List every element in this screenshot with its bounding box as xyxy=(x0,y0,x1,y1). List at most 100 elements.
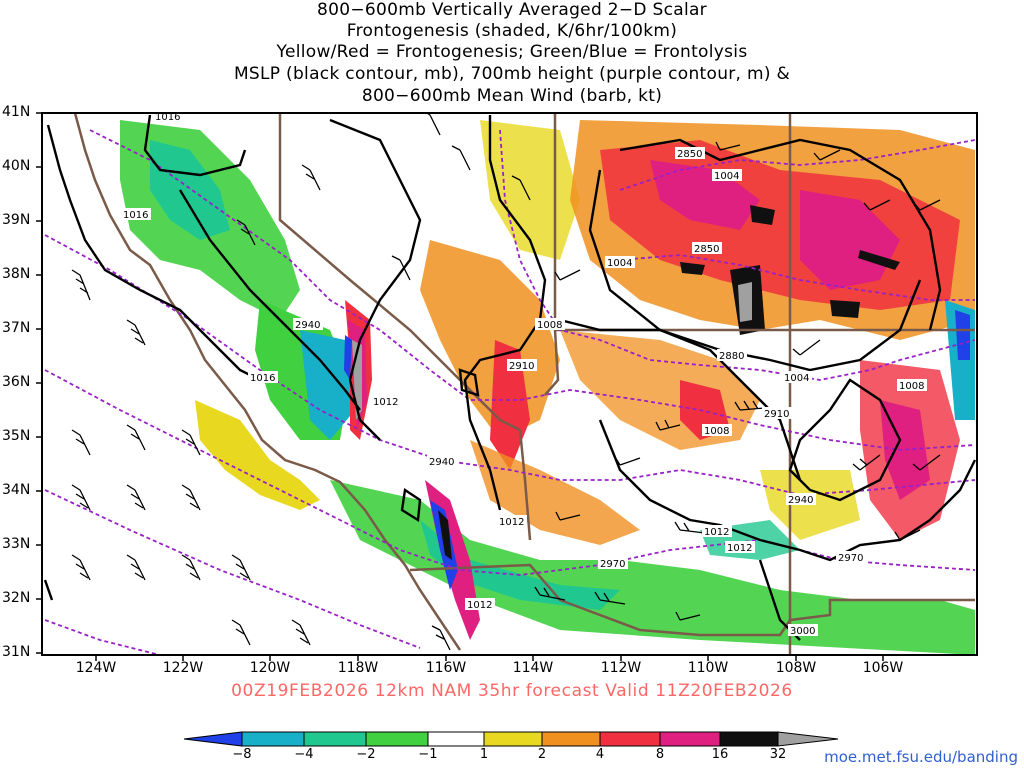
forecast-valid-time: 00Z19FEB2026 12km NAM 35hr forecast Vali… xyxy=(231,681,793,701)
height-label-text: 2970 xyxy=(838,553,863,564)
colorbar-tick: 2 xyxy=(537,747,547,762)
mslp-label: 1012 xyxy=(702,525,732,538)
lat-label: 31N xyxy=(2,644,31,660)
mslp-label-text: 1008 xyxy=(704,426,729,437)
colorbar-tick: −4 xyxy=(294,747,314,762)
colorbar-swatch xyxy=(541,731,601,747)
mslp-label: 1012 xyxy=(371,395,401,408)
colorbar-swatch xyxy=(303,731,367,747)
height-label: 2850 xyxy=(675,147,705,160)
lat-label: 38N xyxy=(2,266,31,282)
colorbar-tick: 32 xyxy=(769,747,787,762)
mslp-label: 1012 xyxy=(725,541,755,554)
mslp-label-text: 1012 xyxy=(467,600,492,611)
mslp-label-text: 1004 xyxy=(714,171,739,182)
height-label: 2940 xyxy=(427,455,457,468)
mslp-label: 1004 xyxy=(605,256,635,269)
lon-label: 106W xyxy=(862,660,904,676)
colorbar-tick: 1 xyxy=(479,747,489,762)
lon-label: 120W xyxy=(249,660,291,676)
lat-label: 33N xyxy=(2,536,31,552)
mslp-label: 1012 xyxy=(497,515,527,528)
title-line-2: Frontogenesis (shaded, K/6hr/100km) xyxy=(346,21,678,41)
colorbar-tick: −2 xyxy=(356,747,376,762)
title-line-5: 800−600mb Mean Wind (barb, kt) xyxy=(361,86,663,106)
height-label-text: 2850 xyxy=(677,149,702,160)
mslp-label-text: 1016 xyxy=(123,210,148,221)
lon-label: 108W xyxy=(775,660,817,676)
lon-label: 112W xyxy=(600,660,642,676)
lat-label: 39N xyxy=(2,212,31,228)
colorbar-tick: −1 xyxy=(418,747,438,762)
lat-label: 41N xyxy=(2,104,31,120)
colorbar-swatch xyxy=(241,731,305,747)
height-label-text: 2850 xyxy=(694,244,719,255)
axis-ticks xyxy=(36,112,884,661)
mslp-label-text: 1016 xyxy=(250,373,275,384)
lon-label: 122W xyxy=(162,660,204,676)
colorbar-swatch xyxy=(483,731,543,747)
colorbar-swatch xyxy=(599,731,661,747)
lat-label: 32N xyxy=(2,590,31,606)
mslp-label: 1008 xyxy=(897,379,927,392)
lon-label: 110W xyxy=(687,660,729,676)
height-label: 2940 xyxy=(293,318,323,331)
title-line-3: Yellow/Red = Frontogenesis; Green/Blue =… xyxy=(276,42,748,62)
lat-label: 35N xyxy=(2,428,31,444)
colorbar-swatch xyxy=(719,731,779,747)
mslp-label-text: 1016 xyxy=(155,112,180,123)
height-label: 2970 xyxy=(836,551,866,564)
title-line-4: MSLP (black contour, mb), 700mb height (… xyxy=(233,64,791,84)
lon-label: 118W xyxy=(337,660,379,676)
height-700mb-contours xyxy=(44,129,976,655)
mslp-label: 1016 xyxy=(153,110,183,123)
height-label: 3000 xyxy=(788,624,818,637)
lat-label: 34N xyxy=(2,482,31,498)
lat-label: 40N xyxy=(2,158,31,174)
height-label: 2910 xyxy=(762,407,792,420)
height-label: 2850 xyxy=(692,242,722,255)
title-line-1: 800−600mb Vertically Averaged 2−D Scalar xyxy=(317,0,707,20)
colorbar-swatch xyxy=(777,731,839,747)
shaded-field xyxy=(120,120,975,655)
mslp-label-text: 1012 xyxy=(727,543,752,554)
lat-label: 37N xyxy=(2,320,31,336)
lon-label: 114W xyxy=(512,660,554,676)
height-label: 2880 xyxy=(717,349,747,362)
mslp-label-text: 1012 xyxy=(373,397,398,408)
mslp-label: 1008 xyxy=(702,424,732,437)
credit-link[interactable]: moe.met.fsu.edu/banding xyxy=(824,748,1018,766)
height-label: 2970 xyxy=(598,557,628,570)
mslp-label: 1016 xyxy=(248,371,278,384)
mslp-label: 1012 xyxy=(465,598,495,611)
lon-label: 116W xyxy=(425,660,467,676)
colorbar-swatch xyxy=(365,731,429,747)
colorbar-tick: 16 xyxy=(711,747,729,762)
mslp-label-text: 1004 xyxy=(607,258,632,269)
contour-labels: 1016 1016 1016 1012 1012 1012 1012 1012 … xyxy=(121,110,927,637)
mslp-label-text: 1008 xyxy=(537,320,562,331)
wind-barbs xyxy=(71,113,941,651)
height-label: 2910 xyxy=(507,359,537,372)
mslp-label: 1008 xyxy=(535,318,565,331)
height-label-text: 2910 xyxy=(509,361,534,372)
lon-label: 124W xyxy=(75,660,117,676)
colorbar-swatch xyxy=(427,731,485,747)
height-label-text: 3000 xyxy=(790,626,815,637)
colorbar-tick: −8 xyxy=(232,747,252,762)
mslp-label: 1016 xyxy=(121,208,151,221)
height-label-text: 2940 xyxy=(788,495,813,506)
lat-label: 36N xyxy=(2,374,31,390)
mslp-label-text: 1012 xyxy=(499,517,524,528)
height-label-text: 2910 xyxy=(764,409,789,420)
colorbar-tick: 4 xyxy=(595,747,605,762)
height-label-text: 2940 xyxy=(295,320,320,331)
colorbar-swatch xyxy=(183,731,243,747)
mslp-label-text: 1008 xyxy=(899,381,924,392)
height-label-text: 2970 xyxy=(600,559,625,570)
mslp-label-text: 1012 xyxy=(704,527,729,538)
map-frame xyxy=(41,112,978,656)
colorbar-tick: 8 xyxy=(655,747,665,762)
colorbar-swatch xyxy=(659,731,721,747)
